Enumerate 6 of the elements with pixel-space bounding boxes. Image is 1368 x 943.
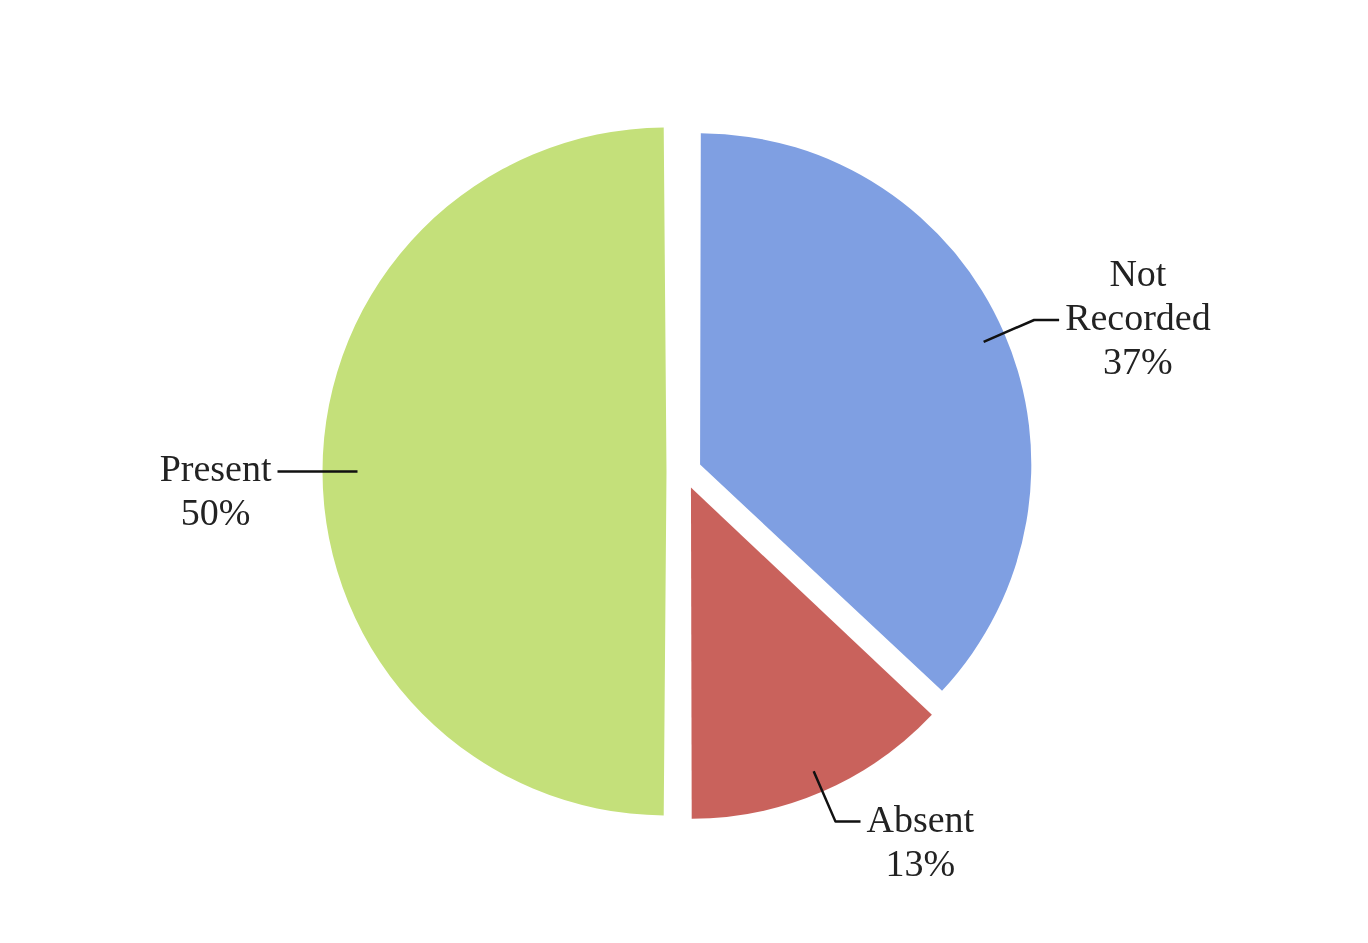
slice-label: Present (159, 447, 272, 490)
data-label: 13% (885, 841, 956, 884)
data-label: 50% (180, 491, 251, 534)
data-label: 37% (1103, 339, 1173, 382)
slice-label: Absent (866, 797, 975, 840)
slice-label: Not Recorded (1065, 251, 1211, 338)
